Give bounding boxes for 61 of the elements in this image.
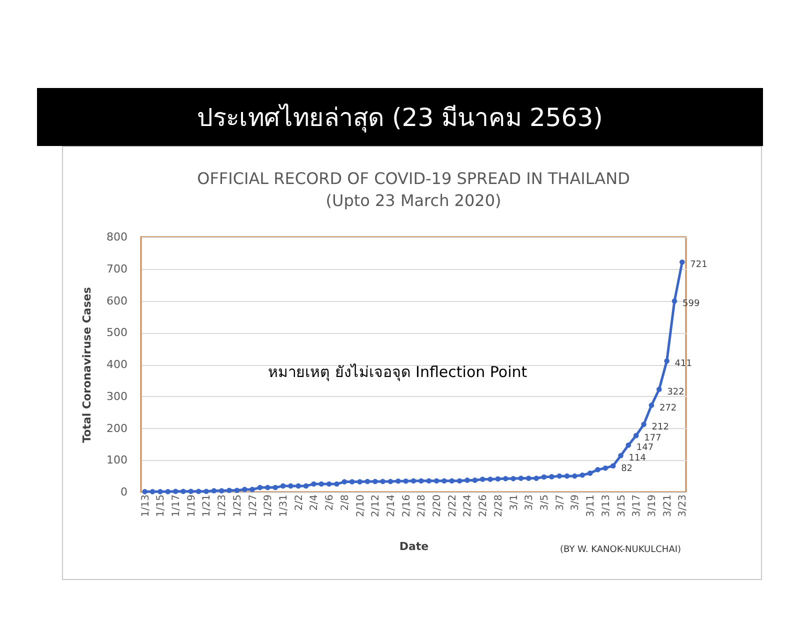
x-tick-label: 2/26 xyxy=(478,494,490,517)
x-tick-label: 2/24 xyxy=(462,494,474,517)
x-tick-label: 1/15 xyxy=(156,494,167,517)
x-tick-label: 2/28 xyxy=(493,494,504,517)
y-tick-label: 700 xyxy=(106,262,128,276)
data-label: 82 xyxy=(621,464,633,474)
annotation: หมายเหตุ ยังไม่เจอจุด Inflection Point xyxy=(268,362,528,384)
x-tick-label: 3/17 xyxy=(632,494,643,517)
y-tick-label: 300 xyxy=(106,390,128,403)
data-label: 322 xyxy=(667,387,684,398)
x-tick-label: 2/22 xyxy=(447,494,458,517)
x-axis-title: Date xyxy=(399,540,429,553)
x-tick-label: 1/23 xyxy=(217,494,228,517)
x-tick-label: 3/3 xyxy=(524,494,536,511)
data-label: 212 xyxy=(652,422,669,432)
x-tick-label: 1/17 xyxy=(171,494,182,517)
x-tick-label: 1/27 xyxy=(248,494,259,517)
x-tick-label: 2/2 xyxy=(294,494,305,511)
x-tick-label: 1/21 xyxy=(202,494,213,517)
x-tick-label: 1/29 xyxy=(263,494,274,517)
y-tick-label: 100 xyxy=(106,454,128,467)
x-tick-label: 3/23 xyxy=(678,494,689,517)
x-tick-label: 3/9 xyxy=(570,494,582,511)
x-tick-label: 2/10 xyxy=(355,494,366,517)
y-tick-label: 200 xyxy=(106,422,128,435)
y-tick-label: 800 xyxy=(106,230,128,244)
x-tick-label: 3/19 xyxy=(646,494,658,517)
x-tick-label: 2/12 xyxy=(370,494,382,517)
x-tick-label: 1/19 xyxy=(186,494,198,517)
data-label: 721 xyxy=(690,260,708,270)
x-tick-label: 3/15 xyxy=(616,494,628,517)
x-tick-label: 3/11 xyxy=(586,494,597,517)
y-axis-title: Total Coronaviruse Cases xyxy=(80,286,94,443)
data-label: 114 xyxy=(628,454,646,464)
chart-subtitle: (Upto 23 March 2020) xyxy=(326,191,502,210)
x-tick-label: 3/1 xyxy=(508,494,520,511)
x-tick-label: 1/25 xyxy=(232,494,244,517)
text: (BY W. KANOK-NUKULCHAI) xyxy=(560,545,682,555)
data-label: 147 xyxy=(636,443,654,454)
data-label: 177 xyxy=(644,434,662,444)
x-tick-label: 3/5 xyxy=(539,494,550,511)
x-tick-label: 3/7 xyxy=(554,494,566,511)
x-tick-label: 2/4 xyxy=(309,494,320,511)
x-tick-label: 1/31 xyxy=(278,494,290,517)
x-tick-label: 2/8 xyxy=(340,494,351,511)
x-tick-label: 3/21 xyxy=(662,494,674,517)
text: ประเทศไทยล่าสุด (23 มีนาคม 2563) xyxy=(37,88,763,146)
y-tick-label: 400 xyxy=(106,358,128,371)
x-tick-label: 3/13 xyxy=(600,494,612,517)
chart-title: OFFICIAL RECORD OF COVID-19 SPREAD IN THAILAND xyxy=(197,169,630,188)
x-tick-label: 2/16 xyxy=(401,494,412,517)
x-tick-label: 1/13 xyxy=(140,494,152,517)
data-label: 411 xyxy=(674,358,692,369)
x-tick-label: 2/18 xyxy=(416,494,428,517)
y-tick-label: 0 xyxy=(120,486,128,498)
x-tick-label: 2/20 xyxy=(432,494,444,517)
data-label: 272 xyxy=(659,403,677,414)
y-tick-label: 600 xyxy=(106,294,128,308)
x-tick-label: 2/6 xyxy=(324,494,336,511)
y-tick-label: 500 xyxy=(106,326,128,340)
x-tick-label: 2/14 xyxy=(386,494,397,517)
